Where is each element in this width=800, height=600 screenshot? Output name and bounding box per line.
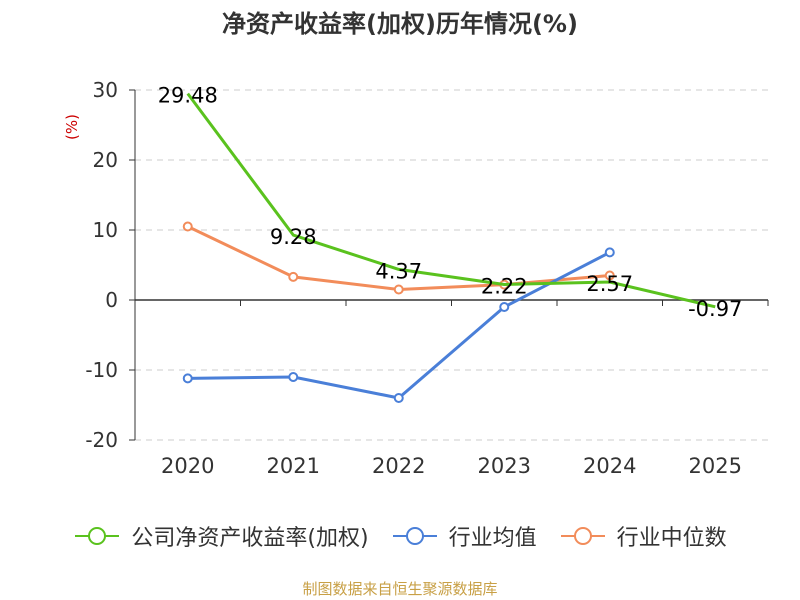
x-tick-label: 2021: [267, 454, 320, 478]
y-tick-label: -10: [85, 358, 118, 382]
data-label: 9.28: [270, 225, 317, 249]
x-tick-label: 2022: [372, 454, 425, 478]
chart-title: 净资产收益率(加权)历年情况(%): [222, 10, 578, 38]
y-tick-label: 10: [93, 218, 118, 242]
data-point: [499, 302, 510, 312]
data-point: [288, 372, 299, 382]
legend-marker-company: [75, 527, 120, 545]
x-tick-label: 2020: [161, 454, 214, 478]
y-axis-label: (%): [63, 114, 81, 140]
x-tick-label: 2025: [689, 454, 742, 478]
legend-marker-industry-median: [560, 527, 605, 545]
y-tick-label: 0: [105, 288, 118, 312]
data-point: [182, 373, 193, 384]
legend-label-company: 公司净资产收益率(加权): [131, 526, 369, 551]
data-point: [393, 284, 404, 295]
data-point: [393, 393, 404, 403]
legend-label-industry-median: 行业中位数: [616, 526, 727, 551]
legend-item-company[interactable]: 公司净资产收益率(加权): [73, 520, 369, 552]
data-label: -0.97: [688, 297, 742, 321]
legend-item-industry-median[interactable]: 行业中位数: [559, 520, 727, 552]
x-tick-label: 2023: [478, 454, 531, 478]
y-tick-label: 20: [93, 148, 118, 172]
legend: 公司净资产收益率(加权) 行业均值 行业中位数: [0, 520, 800, 552]
data-label: 4.37: [375, 259, 422, 283]
y-tick-label: -20: [85, 428, 118, 452]
legend-label-industry-mean: 行业均值: [448, 526, 537, 551]
x-tick-label: 2024: [583, 454, 636, 478]
legend-marker-industry-mean: [392, 527, 437, 545]
data-point: [288, 271, 299, 282]
data-label: 2.22: [481, 274, 528, 298]
source-note: 制图数据来自恒生聚源数据库: [302, 580, 498, 598]
data-point: [182, 221, 193, 232]
y-tick-label: 30: [93, 78, 118, 102]
legend-item-industry-mean[interactable]: 行业均值: [391, 520, 537, 552]
data-label: 29.48: [158, 84, 218, 108]
data-point: [604, 247, 615, 258]
data-point: [604, 270, 615, 281]
data-label: 2.57: [586, 272, 633, 296]
series-line: [186, 92, 716, 309]
